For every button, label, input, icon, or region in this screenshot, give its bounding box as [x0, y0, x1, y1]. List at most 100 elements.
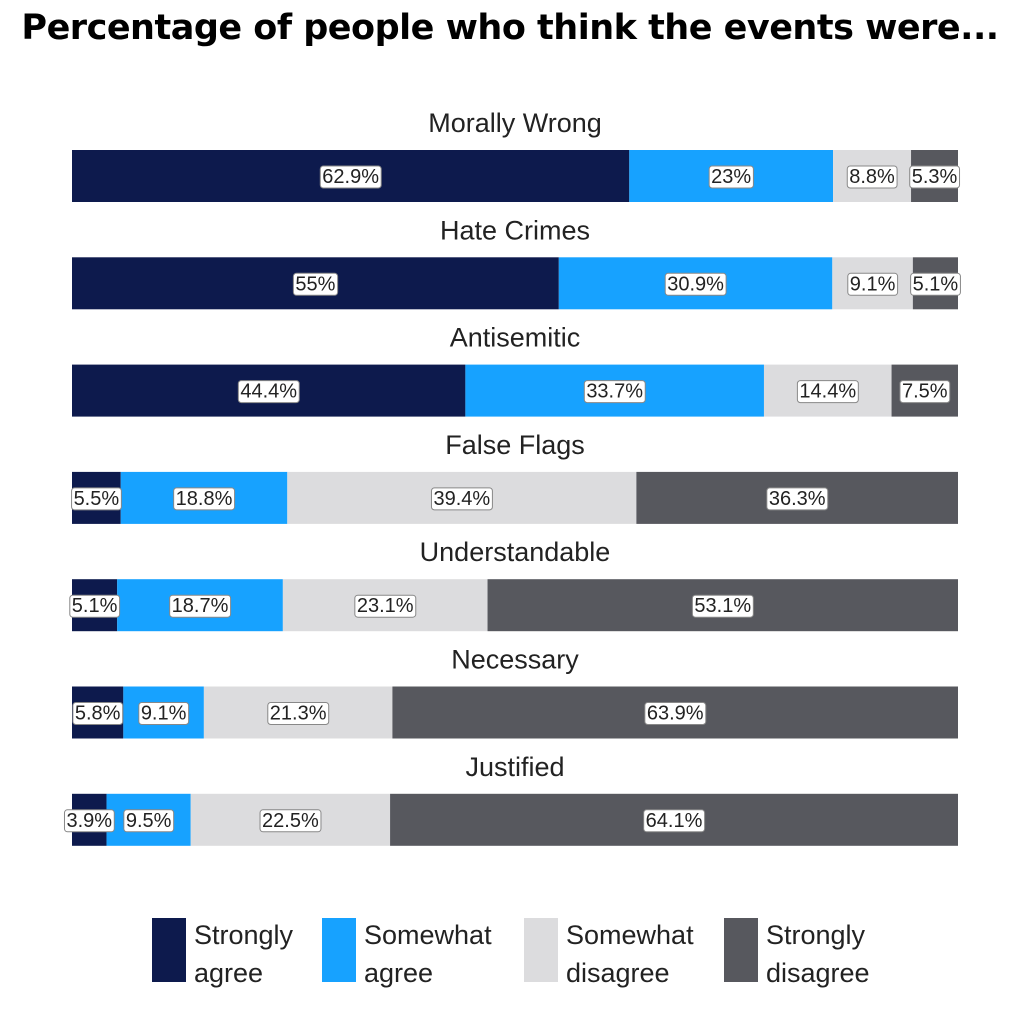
data-label-morally-wrong-somewhat-agree-text: 23%	[711, 166, 751, 188]
data-label-understandable-somewhat-disagree-text: 23.1%	[357, 595, 414, 617]
legend-swatch-strongly-disagree	[724, 918, 758, 982]
data-label-necessary-somewhat-agree-box	[138, 702, 190, 725]
data-label-morally-wrong-somewhat-agree-box	[708, 165, 754, 189]
data-label-understandable-strongly-agree-box	[69, 594, 121, 618]
data-label-necessary-somewhat-agree: 9.1%	[138, 702, 190, 725]
chart-title: Percentage of people who think the event…	[21, 8, 999, 48]
data-label-necessary-strongly-disagree-box	[644, 702, 707, 725]
data-label-justified-strongly-agree-text: 3.9%	[66, 810, 112, 832]
data-label-antisemitic-strongly-agree-box	[237, 380, 300, 404]
data-label-morally-wrong-strongly-disagree: 5.3%	[909, 165, 961, 189]
stacked-bar-chart: Morally Wrong Hate Crimes Antisemitic False…	[63, 108, 961, 846]
data-label-justified-somewhat-agree-box	[123, 809, 175, 833]
data-label-understandable-strongly-disagree-box	[691, 594, 754, 618]
data-label-justified-strongly-disagree-text: 64.1%	[646, 810, 703, 832]
data-label-necessary-strongly-disagree-text: 63.9%	[647, 703, 704, 725]
data-label-understandable-somewhat-agree: 18.7%	[169, 594, 232, 618]
category-label-justified: Justified	[465, 752, 564, 782]
data-label-false-flags-somewhat-disagree-text: 39.4%	[433, 488, 490, 510]
data-label-morally-wrong-strongly-agree-text: 62.9%	[322, 166, 379, 188]
data-label-antisemitic-somewhat-agree-box	[583, 380, 646, 404]
data-label-hate-crimes-strongly-agree-box	[292, 272, 339, 296]
data-label-morally-wrong-strongly-disagree-text: 5.3%	[912, 166, 958, 188]
data-label-justified-somewhat-disagree-box	[259, 809, 322, 833]
data-label-hate-crimes-strongly-agree-text: 55%	[295, 273, 335, 295]
data-label-morally-wrong-somewhat-agree: 23%	[708, 165, 754, 189]
data-label-morally-wrong-strongly-agree-box	[319, 165, 382, 189]
data-label-understandable-strongly-disagree: 53.1%	[691, 594, 754, 618]
data-label-morally-wrong-somewhat-disagree-text: 8.8%	[849, 166, 895, 188]
data-label-justified-somewhat-agree-text: 9.5%	[126, 810, 172, 832]
data-label-hate-crimes-somewhat-agree-box	[664, 272, 727, 296]
data-label-hate-crimes-strongly-agree: 55%	[292, 272, 339, 296]
category-label-understandable: Understandable	[420, 537, 611, 567]
data-label-understandable-strongly-agree-text: 5.1%	[72, 595, 118, 617]
data-label-morally-wrong-strongly-disagree-box	[909, 165, 961, 189]
data-label-necessary-somewhat-agree-text: 9.1%	[141, 703, 187, 725]
data-label-justified-strongly-disagree-box	[643, 809, 706, 833]
data-label-antisemitic-strongly-disagree: 7.5%	[899, 380, 951, 404]
data-label-necessary-strongly-disagree: 63.9%	[644, 702, 707, 725]
data-label-antisemitic-strongly-agree: 44.4%	[237, 380, 300, 404]
legend: Strongly agree Somewhat agree Somewhat d…	[0, 916, 1020, 996]
data-label-false-flags-strongly-disagree: 36.3%	[766, 487, 829, 511]
data-label-false-flags-somewhat-agree-box	[173, 487, 236, 511]
data-label-hate-crimes-somewhat-disagree: 9.1%	[847, 272, 899, 296]
data-label-false-flags-strongly-disagree-text: 36.3%	[769, 488, 826, 510]
data-label-antisemitic-strongly-agree-text: 44.4%	[240, 381, 297, 403]
data-label-false-flags-somewhat-disagree: 39.4%	[430, 487, 493, 511]
data-label-understandable-somewhat-disagree-box	[354, 594, 417, 618]
data-label-antisemitic-strongly-disagree-text: 7.5%	[902, 381, 948, 403]
data-label-understandable-strongly-agree: 5.1%	[69, 594, 121, 618]
data-label-understandable-somewhat-agree-text: 18.7%	[172, 595, 229, 617]
data-label-understandable-somewhat-agree-box	[169, 594, 232, 618]
category-label-false-flags: False Flags	[445, 430, 585, 460]
legend-swatch-strongly-agree	[152, 918, 186, 982]
data-label-justified-somewhat-agree: 9.5%	[123, 809, 175, 833]
data-label-antisemitic-somewhat-disagree-text: 14.4%	[799, 381, 856, 403]
legend-label-somewhat-agree: Somewhat agree	[364, 920, 492, 988]
category-label-hate-crimes: Hate Crimes	[440, 215, 590, 245]
data-label-justified-strongly-agree: 3.9%	[63, 809, 115, 833]
data-label-false-flags-strongly-agree-text: 5.5%	[74, 488, 120, 510]
data-label-false-flags-strongly-agree: 5.5%	[71, 487, 122, 511]
data-label-hate-crimes-somewhat-disagree-text: 9.1%	[850, 273, 896, 295]
data-label-understandable-strongly-disagree-text: 53.1%	[694, 595, 751, 617]
data-label-false-flags-strongly-disagree-box	[766, 487, 829, 511]
data-label-justified-somewhat-disagree-text: 22.5%	[262, 810, 319, 832]
data-label-necessary-strongly-agree: 5.8%	[72, 702, 124, 725]
data-label-morally-wrong-strongly-agree: 62.9%	[319, 165, 382, 189]
data-label-antisemitic-somewhat-disagree: 14.4%	[796, 380, 859, 404]
data-label-necessary-somewhat-disagree-box	[267, 702, 330, 725]
data-label-necessary-somewhat-disagree-text: 21.3%	[270, 703, 327, 725]
data-label-justified-somewhat-disagree: 22.5%	[259, 809, 322, 833]
legend-swatch-somewhat-disagree	[524, 918, 558, 982]
data-label-antisemitic-somewhat-agree-text: 33.7%	[586, 381, 643, 403]
data-label-justified-strongly-agree-box	[63, 809, 115, 833]
data-label-hate-crimes-strongly-disagree-box	[910, 272, 961, 296]
data-label-false-flags-strongly-agree-box	[71, 487, 122, 511]
data-label-justified-strongly-disagree: 64.1%	[643, 809, 706, 833]
data-label-antisemitic-somewhat-agree: 33.7%	[583, 380, 646, 404]
data-label-hate-crimes-somewhat-agree: 30.9%	[664, 272, 727, 296]
data-label-morally-wrong-somewhat-disagree: 8.8%	[846, 165, 898, 189]
legend-swatch-somewhat-agree	[322, 918, 356, 982]
data-label-understandable-somewhat-disagree: 23.1%	[354, 594, 417, 618]
data-label-false-flags-somewhat-agree-text: 18.8%	[176, 488, 233, 510]
data-label-false-flags-somewhat-disagree-box	[430, 487, 493, 511]
data-label-antisemitic-strongly-disagree-box	[899, 380, 951, 404]
data-label-antisemitic-somewhat-disagree-box	[796, 380, 859, 404]
data-label-necessary-somewhat-disagree: 21.3%	[267, 702, 330, 725]
data-label-hate-crimes-strongly-disagree: 5.1%	[910, 272, 961, 296]
data-label-hate-crimes-somewhat-disagree-box	[847, 272, 899, 296]
legend-label-somewhat-disagree: Somewhat disagree	[566, 920, 694, 988]
legend-label-strongly-agree: Strongly agree	[194, 920, 294, 988]
legend-label-strongly-disagree: Strongly disagree	[766, 920, 870, 988]
data-label-false-flags-somewhat-agree: 18.8%	[173, 487, 236, 511]
data-label-hate-crimes-somewhat-agree-text: 30.9%	[667, 273, 724, 295]
category-label-antisemitic: Antisemitic	[450, 323, 581, 353]
data-label-morally-wrong-somewhat-disagree-box	[846, 165, 898, 189]
category-label-necessary: Necessary	[451, 645, 579, 675]
data-label-necessary-strongly-agree-box	[72, 702, 124, 725]
category-label-morally-wrong: Morally Wrong	[428, 108, 602, 138]
